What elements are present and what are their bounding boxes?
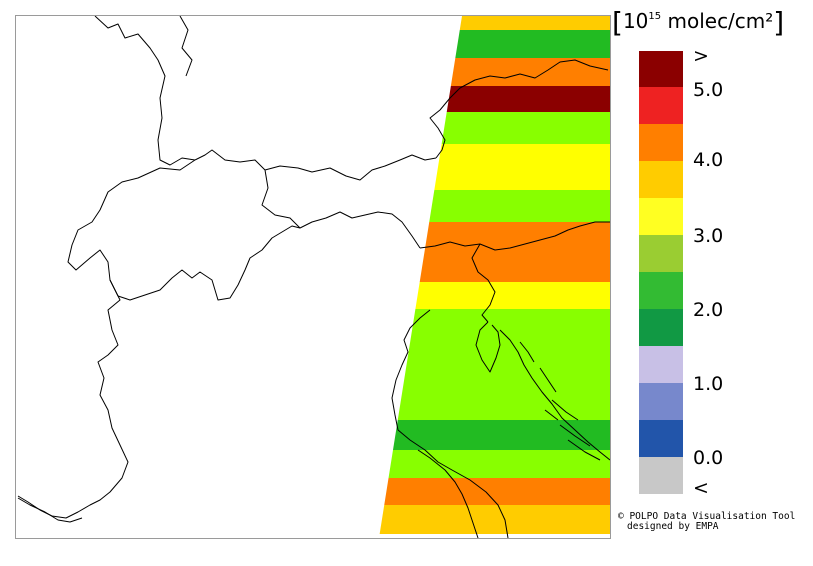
coastline-adriatic-italy	[391, 309, 509, 539]
colorbar-segment	[638, 161, 683, 198]
credit-line-2: designed by EMPA	[627, 521, 719, 532]
unit-suffix: molec/cm²	[661, 9, 774, 33]
border-germany-north	[179, 15, 193, 77]
swath-band	[379, 58, 610, 86]
credit-text: © POLPO Data Visualisation Tool designed…	[618, 512, 795, 532]
tick-label-4: 4.0	[693, 149, 724, 171]
swath-band	[379, 505, 610, 534]
colorbar-segment	[638, 309, 683, 346]
colorbar-segment	[638, 87, 683, 124]
swath-band	[379, 450, 610, 478]
country-borders	[17, 15, 611, 539]
border-switzerland-west	[67, 159, 301, 301]
legend-unit-title: [1015 molec/cm²]	[612, 6, 785, 39]
swath-band	[379, 478, 610, 505]
coastline-croatia	[499, 329, 611, 461]
unit-exponent: 15	[648, 11, 662, 22]
swath-band	[379, 16, 610, 30]
colorbar-segment	[638, 383, 683, 420]
colorbar-frame	[638, 50, 684, 495]
colorbar-segment	[638, 457, 683, 494]
tick-label-greater: >	[693, 45, 709, 67]
colorbar-segment	[638, 50, 683, 87]
swath-band	[379, 222, 610, 282]
border-switzerland	[194, 149, 437, 249]
colorbar-segment	[638, 420, 683, 457]
colorbar-segment	[638, 272, 683, 309]
swath-band	[379, 420, 610, 450]
colorbar-segment	[638, 235, 683, 272]
tick-label-2: 2.0	[693, 299, 724, 321]
border-slovenia-croatia	[471, 243, 496, 323]
tick-label-0: 0.0	[693, 447, 724, 469]
colorbar-segment	[638, 198, 683, 235]
tick-label-5: 5.0	[693, 79, 724, 101]
border-austria-slovenia	[419, 221, 610, 251]
satellite-swath	[379, 16, 610, 534]
swath-band	[379, 282, 610, 309]
islands-dalmatia	[519, 341, 601, 461]
coastline-ligurian	[17, 497, 83, 523]
border-italy-france	[17, 279, 129, 519]
swath-band	[379, 86, 610, 112]
colorbar-segment	[638, 346, 683, 383]
tick-label-3: 3.0	[693, 225, 724, 247]
colorbar-segment	[638, 124, 683, 161]
border-austria-italy	[429, 59, 609, 159]
coastline-istria	[475, 321, 501, 373]
swath-band	[379, 144, 610, 190]
swath-band	[379, 190, 610, 222]
tick-label-less: <	[693, 477, 709, 499]
border-italy-apennine-region	[417, 449, 479, 539]
map-frame	[15, 15, 611, 539]
swath-band	[379, 112, 610, 144]
unit-prefix: 10	[622, 9, 649, 33]
colorbar	[638, 50, 683, 494]
credit-line-1: © POLPO Data Visualisation Tool	[618, 511, 796, 522]
tick-label-1: 1.0	[693, 373, 724, 395]
border-france-germany	[94, 15, 196, 166]
swath-band	[379, 30, 610, 58]
